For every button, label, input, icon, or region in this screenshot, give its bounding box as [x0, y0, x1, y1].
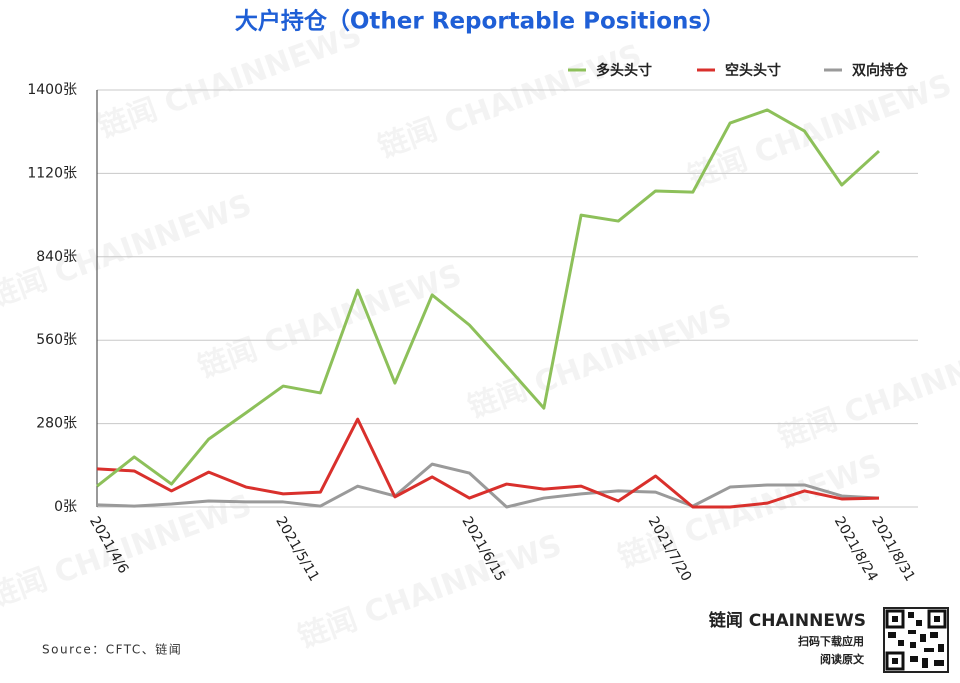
- brand: 链闻 CHAINNEWS: [709, 610, 866, 631]
- y-tick-label: 840张: [36, 249, 77, 265]
- series-line: [96, 417, 880, 509]
- qr-code: [883, 607, 949, 673]
- brand-sub: 阅读原文: [820, 652, 865, 666]
- chart-title: 大户持仓（Other Reportable Positions）: [235, 8, 725, 35]
- watermark: 链闻 CHAINNEWS: [294, 528, 567, 656]
- y-tick-label: 280张: [36, 416, 77, 432]
- y-tick-label: 1400张: [27, 82, 77, 98]
- watermark: 链闻 CHAINNEWS: [774, 328, 960, 456]
- y-tick-label: 0张: [54, 499, 77, 515]
- source: Source：CFTC、链闻: [42, 642, 182, 657]
- brand-sub: 扫码下载应用: [798, 634, 864, 648]
- watermark: 链闻 CHAINNEWS: [94, 18, 367, 146]
- watermark: 链闻 CHAINNEWS: [614, 448, 887, 576]
- series-line: [96, 108, 881, 488]
- x-tick-label: 2021/5/11: [272, 514, 322, 584]
- y-tick-label: 560张: [36, 332, 77, 348]
- legend-label: 多头头寸: [596, 62, 652, 79]
- watermark: 链闻 CHAINNEWS: [374, 38, 647, 166]
- legend-label: 空头头寸: [725, 62, 781, 79]
- legend-label: 双向持仓: [852, 62, 909, 79]
- y-tick-label: 1120张: [27, 165, 77, 181]
